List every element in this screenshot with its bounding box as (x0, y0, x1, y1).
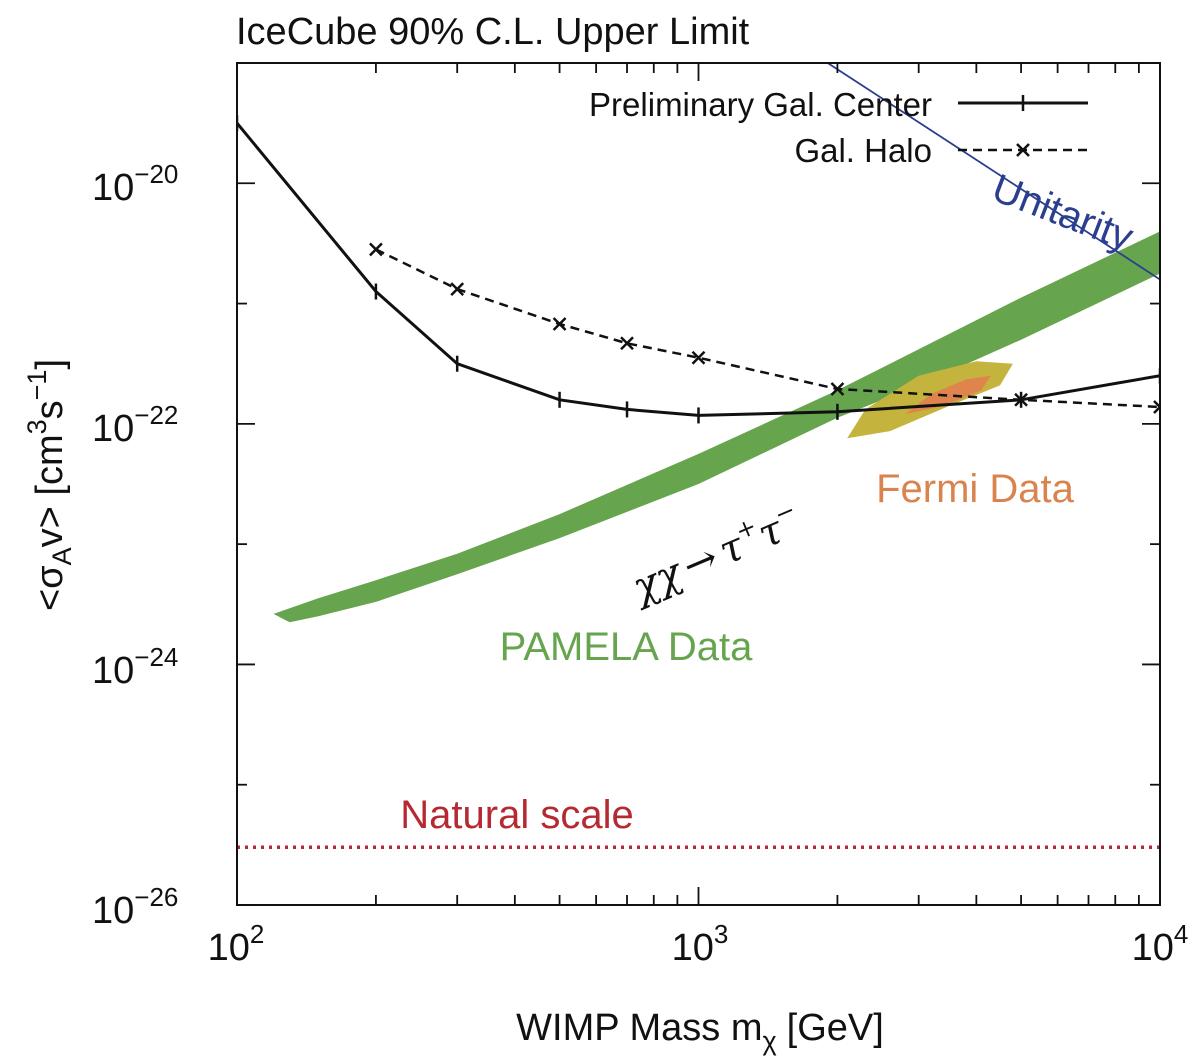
x-tick-labels: 102 103 104 (208, 919, 1189, 969)
data-series (237, 115, 1160, 424)
data-point-gal-halo (830, 382, 845, 396)
legend-label-gal-center: Preliminary Gal. Center (589, 86, 932, 123)
data-point-gal-halo (620, 336, 634, 351)
data-point-gal-halo (1153, 400, 1160, 414)
series-line-preliminary-gal-center (237, 122, 1160, 417)
y-tick-label-1e-22: 10−22 (92, 400, 178, 450)
legend: Preliminary Gal. Center Gal. Halo (589, 86, 1088, 169)
axis-ticks (236, 63, 1161, 906)
unitarity-line (826, 63, 1160, 281)
x-tick-label-100: 102 (208, 919, 265, 969)
y-tick-label-1e-26: 10−26 (92, 882, 178, 932)
y-axis-label: <σAv> [cm3s−1] (22, 359, 77, 611)
data-point-gal-halo (450, 282, 465, 297)
fermi-label: Fermi Data (876, 467, 1075, 511)
pamela-label: PAMELA Data (500, 625, 753, 669)
data-point-gal-halo (691, 350, 706, 365)
unitarity-label: Unitarity (986, 166, 1139, 260)
y-tick-label-1e-24: 10−24 (92, 642, 178, 692)
natural-scale-label: Natural scale (400, 793, 633, 837)
data-point-gal-halo (552, 317, 567, 331)
y-tick-label-1e-20: 10−20 (92, 159, 178, 209)
x-axis-label: WIMP Mass mχ [GeV] (516, 1007, 884, 1056)
chart-title: IceCube 90% C.L. Upper Limit (236, 11, 750, 53)
series-line-gal-halo (375, 248, 1160, 409)
x-tick-label-1000: 103 (672, 919, 729, 969)
data-point-gal-halo (369, 242, 383, 257)
legend-label-gal-halo: Gal. Halo (794, 132, 932, 169)
data-point-gal-halo (1014, 392, 1028, 407)
y-tick-labels: 10−26 10−24 10−22 10−20 (92, 159, 178, 932)
x-tick-label-10000: 104 (1132, 919, 1189, 969)
legend-marker-gal-halo (1016, 143, 1030, 157)
channel-label: χχ→τ+τ− (622, 495, 809, 612)
reference-lines (237, 63, 1160, 850)
